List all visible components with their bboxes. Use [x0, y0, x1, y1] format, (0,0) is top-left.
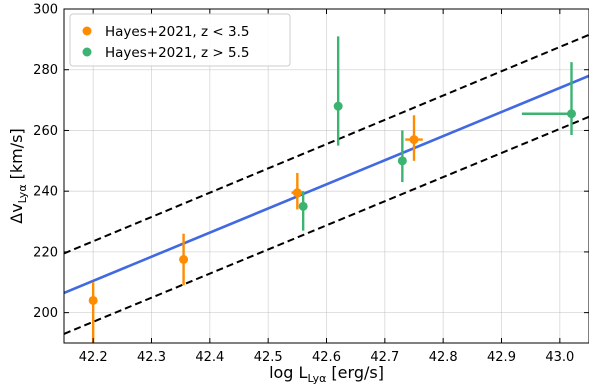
x-tick-label: 42.9 [487, 350, 516, 365]
x-tick-label: 42.3 [137, 350, 166, 365]
y-tick-label: 300 [33, 3, 58, 18]
data-point-high-z [397, 130, 407, 183]
y-axis-label: ΔvLyα [km/s] [7, 128, 29, 223]
legend-label-low-z: Hayes+2021, z < 3.5 [105, 24, 249, 40]
point-marker [333, 101, 343, 111]
grid [64, 8, 589, 343]
x-axis-label-main: log L [269, 363, 307, 382]
data-point-high-z [333, 36, 343, 146]
data-point-low-z [405, 115, 423, 161]
data-point-low-z [88, 282, 98, 343]
y-tick-label: 260 [33, 124, 58, 139]
point-marker [88, 295, 98, 305]
point-marker [298, 201, 308, 211]
point-marker [179, 255, 189, 264]
x-axis-label-unit: [erg/s] [326, 363, 384, 382]
data-point-low-z [291, 172, 304, 210]
legend-label-high-z: Hayes+2021, z > 5.5 [105, 45, 249, 61]
point-marker [397, 156, 407, 166]
best-fit-line [63, 74, 589, 295]
axis-ticks: 42.2 42.3 42.4 42.5 42.6 42.7 42.8 42.9 43.0 200 2… [33, 3, 589, 365]
data-point-low-z [179, 233, 189, 286]
data-point-high-z [298, 191, 308, 231]
x-axis-label-sub: Lyα [307, 372, 326, 385]
x-tick-label: 42.4 [195, 350, 224, 365]
y-axis-label-main: Δv [7, 203, 26, 223]
y-tick-label: 240 [33, 185, 58, 200]
x-axis-label: log LLyα [erg/s] [269, 363, 384, 385]
legend-box [69, 13, 291, 67]
y-tick-label: 200 [33, 306, 58, 321]
fit-lines [63, 33, 589, 335]
data-point-high-z [521, 62, 576, 136]
point-marker [409, 135, 419, 145]
point-marker [292, 188, 302, 198]
x-tick-label: 42.2 [79, 350, 108, 365]
x-tick-label: 42.7 [370, 350, 399, 365]
y-tick-label: 220 [33, 245, 58, 260]
x-tick-label: 43.0 [545, 350, 574, 365]
x-tick-label: 42.8 [429, 350, 458, 365]
y-axis-label-sub: Lyα [16, 184, 29, 203]
legend: Hayes+2021, z < 3.5 Hayes+2021, z > 5.5 [69, 13, 291, 67]
lower-dashed-line [63, 115, 589, 335]
x-tick-label: 42.5 [254, 350, 283, 365]
data-points [88, 36, 576, 343]
y-axis-label-unit: [km/s] [7, 128, 26, 184]
x-tick-label: 42.6 [312, 350, 341, 365]
upper-dashed-line [63, 33, 589, 255]
y-tick-label: 280 [33, 63, 58, 78]
legend-marker-low-z [82, 26, 92, 36]
legend-marker-high-z [82, 47, 92, 57]
point-marker [567, 109, 576, 119]
